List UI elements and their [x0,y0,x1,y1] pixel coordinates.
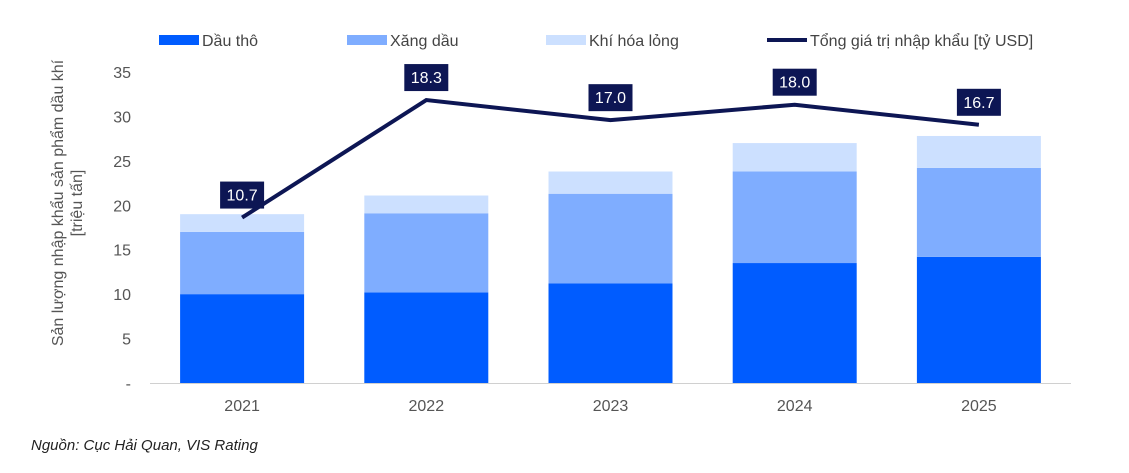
data-label: 16.7 [963,95,994,112]
data-label: 18.0 [779,75,810,92]
bar-segment-3 [916,135,1041,168]
line-data-labels: 10.7 18.3 17.0 18.0 16.7 [220,64,1001,209]
y-tick-label: 5 [122,332,131,349]
y-axis-ticks: - 5 10 15 20 25 30 35 [113,65,131,393]
bar-segment-2 [548,193,673,284]
x-tick-label: 2024 [777,398,813,415]
data-label-box [956,88,1001,116]
y-tick-label: 30 [113,109,131,126]
y-tick-label: 25 [113,154,131,171]
bar-segment-2 [732,171,857,264]
legend-swatch [347,35,387,45]
legend-label: Tổng giá trị nhập khẩu [tỷ USD] [810,32,1033,50]
legend-label: Khí hóa lỏng [589,33,679,50]
x-axis-ticks: 2021 2022 2023 2024 2025 [224,398,996,415]
x-tick-label: 2021 [224,398,260,415]
y-tick-label: 10 [113,287,131,304]
bar-segment-2 [364,213,489,293]
legend-item-3: Khí hóa lỏng [546,33,679,50]
bar-segment-1 [732,263,857,383]
y-tick-label: - [126,376,131,393]
data-label-box [588,84,633,112]
y-axis-title-line: [triệu tấn] [69,170,86,237]
legend-item-1: Dầu thô [159,33,258,50]
bar-segment-3 [548,171,673,194]
total-import-value-line [241,97,980,220]
bar-segment-3 [732,143,857,172]
bar-segment-2 [916,167,1041,257]
legend-swatch [546,35,586,45]
legend: Dầu thô Xăng dầu Khí hóa lỏng Tổng giá trị … [159,32,1033,50]
legend-item-4: Tổng giá trị nhập khẩu [tỷ USD] [767,32,1033,50]
source-note: Nguồn: Cục Hải Quan, VIS Rating [31,437,258,454]
data-label-box [772,68,817,96]
bar-segment-1 [548,283,673,383]
bar-segment-2 [180,231,305,295]
bar-segment-3 [364,195,489,214]
data-label: 18.3 [411,70,442,87]
bar-segment-1 [180,294,305,383]
bar-segment-3 [180,214,305,232]
legend-swatch [159,35,199,45]
y-tick-label: 20 [113,198,131,215]
x-tick-label: 2025 [961,398,997,415]
y-tick-label: 35 [113,65,131,82]
data-label-box [220,181,265,209]
y-axis-label: Sản lượng nhập khẩu sản phẩm dầu khí [tri… [49,59,86,346]
legend-item-2: Xăng dầu [347,33,459,50]
data-label-box [404,64,449,92]
y-tick-label: 15 [113,243,131,260]
x-tick-label: 2022 [409,398,445,415]
line-series [241,97,980,220]
x-tick-label: 2023 [593,398,629,415]
bar-segment-1 [364,292,489,383]
data-label: 17.0 [595,90,626,107]
data-label: 10.7 [227,188,258,205]
legend-label: Xăng dầu [390,33,459,50]
y-axis-title-line: Sản lượng nhập khẩu sản phẩm dầu khí [49,59,67,346]
legend-label: Dầu thô [202,33,258,50]
bar-series [180,135,1041,383]
bar-segment-1 [916,256,1041,383]
